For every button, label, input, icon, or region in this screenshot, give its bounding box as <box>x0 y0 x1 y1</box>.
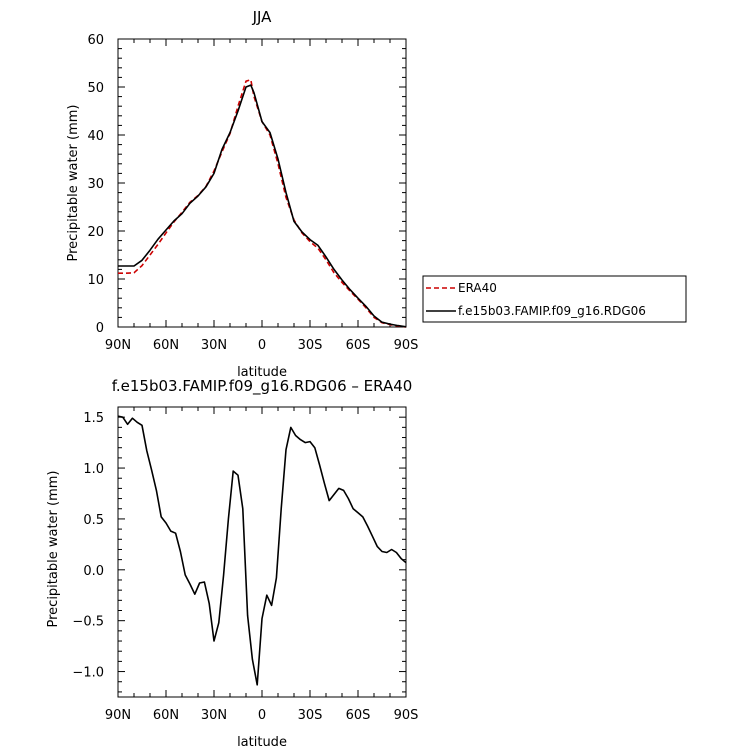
bottom-y-tick-label: −1.0 <box>72 666 104 681</box>
bottom-chart-title: f.e15b03.FAMIP.f09_g16.RDG06 – ERA40 <box>112 377 413 396</box>
top-y-axis-label: Precipitable water (mm) <box>66 105 81 262</box>
top-x-tick-label: 60N <box>153 338 179 353</box>
bottom-x-tick-label: 60N <box>153 708 179 723</box>
top-y-tick-label: 50 <box>87 81 104 96</box>
top-x-tick-label: 30N <box>201 338 227 353</box>
top-plot-frame <box>117 38 407 328</box>
bottom-panel: f.e15b03.FAMIP.f09_g16.RDG06 – ERA40 lat… <box>46 377 418 750</box>
top-x-tick-label: 0 <box>258 338 266 353</box>
bottom-y-tick-label: 1.0 <box>83 462 104 477</box>
bottom-x-tick-label: 90N <box>105 708 131 723</box>
top-x-tick-label: 90S <box>394 338 419 353</box>
bottom-y-tick-label: −0.5 <box>72 615 104 630</box>
top-x-tick-label: 30S <box>298 338 323 353</box>
top-y-tick-label: 40 <box>87 129 104 144</box>
top-x-tick-label: 60S <box>346 338 371 353</box>
top-series-line-era40 <box>118 79 407 328</box>
bottom-y-axis-label: Precipitable water (mm) <box>46 471 61 628</box>
top-chart-title: JJA <box>252 8 273 26</box>
legend-box <box>422 275 687 323</box>
legend-label-model: f.e15b03.FAMIP.f09_g16.RDG06 <box>458 304 646 318</box>
bottom-x-axis-label: latitude <box>237 735 287 750</box>
bottom-y-tick-label: 0.5 <box>83 513 104 528</box>
bottom-x-tick-label: 30N <box>201 708 227 723</box>
top-y-tick-label: 60 <box>87 33 104 48</box>
bottom-y-tick-label: 0.0 <box>83 564 104 579</box>
bottom-x-tick-label: 60S <box>346 708 371 723</box>
top-y-tick-label: 0 <box>96 321 104 336</box>
legend: ERA40 f.e15b03.FAMIP.f09_g16.RDG06 <box>422 275 687 323</box>
top-x-tick-label: 90N <box>105 338 131 353</box>
top-panel: JJA latitude Precipitable water (mm) 90N… <box>66 8 418 380</box>
bottom-x-tick-label: 30S <box>298 708 323 723</box>
top-series-line-model <box>118 84 407 328</box>
top-y-tick-label: 30 <box>87 177 104 192</box>
top-y-tick-label: 20 <box>87 225 104 240</box>
bottom-x-tick-label: 0 <box>258 708 266 723</box>
top-x-axis-label: latitude <box>237 365 287 380</box>
bottom-plot-frame <box>117 406 407 698</box>
top-y-tick-label: 10 <box>87 273 104 288</box>
legend-label-era40: ERA40 <box>458 281 497 295</box>
bottom-y-tick-label: 1.5 <box>83 411 104 426</box>
bottom-x-tick-label: 90S <box>394 708 419 723</box>
bottom-series-line-model <box>117 415 407 686</box>
